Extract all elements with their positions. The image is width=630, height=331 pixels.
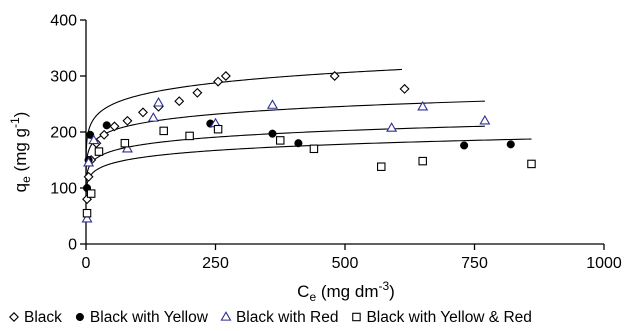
data-point [153, 96, 165, 107]
data-point [460, 141, 469, 150]
data-point [81, 212, 93, 223]
x-tick-label: 0 [82, 255, 91, 272]
data-point [122, 115, 133, 126]
data-point [120, 138, 130, 148]
legend-entry: Black with Yellow & Red [366, 309, 531, 326]
data-point [527, 159, 536, 169]
data-point [174, 96, 185, 107]
data-point [399, 83, 410, 94]
x-axis-title: Ce (mg dm-3) [297, 279, 395, 304]
legend-entry: Black with Red [236, 309, 339, 326]
data-point [309, 144, 319, 154]
data-point [268, 129, 277, 138]
y-axis-title: qe (mg g-1) [8, 112, 33, 193]
x-tick-label: 250 [202, 255, 229, 272]
data-point [479, 114, 491, 125]
fit-curves [85, 68, 532, 194]
x-tick-label: 1000 [586, 255, 622, 272]
fit-curve [85, 68, 403, 157]
axes: 0 100 200 300 400 0 250 500 750 1000 [50, 13, 622, 273]
data-point [386, 122, 398, 132]
data-point [94, 147, 104, 156]
series-black-with-red [81, 96, 491, 223]
data-point [159, 126, 168, 136]
x-tick-label: 750 [461, 255, 488, 272]
data-point [121, 142, 133, 153]
legend-marker [75, 312, 84, 322]
legend-entry: Black [24, 309, 62, 326]
legend-marker [352, 312, 361, 322]
y-tick-label: 0 [68, 237, 77, 254]
data-point [266, 99, 278, 109]
legend-marker [9, 312, 19, 322]
data-point [86, 189, 96, 198]
data-point [88, 134, 100, 145]
data-points [81, 71, 536, 223]
y-tick-label: 100 [50, 181, 77, 198]
data-point [192, 87, 203, 98]
legend-entry: Black with Yellow [90, 309, 209, 326]
svg-text:Ce (mg dm-3): Ce (mg dm-3) [297, 279, 395, 304]
data-point [82, 208, 92, 218]
y-tick-label: 200 [50, 125, 77, 142]
data-point [83, 156, 95, 167]
data-point [99, 129, 110, 140]
data-point [213, 76, 224, 87]
data-point [83, 171, 94, 182]
legend-marker [220, 311, 232, 321]
series-black-with-yellow-red [82, 124, 536, 218]
data-point [185, 131, 194, 141]
data-point [275, 136, 285, 145]
data-point [213, 124, 223, 134]
data-point [102, 121, 111, 130]
y-tick-label: 400 [50, 13, 77, 30]
series-black-with-yellow [82, 119, 515, 193]
y-tick-label: 300 [50, 69, 77, 86]
data-point [418, 156, 427, 166]
data-point [506, 140, 515, 149]
data-point [294, 139, 303, 148]
data-point [220, 71, 231, 81]
data-point [377, 162, 386, 171]
svg-text:qe (mg g-1): qe (mg g-1) [8, 112, 33, 193]
data-point [329, 71, 340, 81]
x-tick-label: 500 [332, 255, 359, 272]
series-black [82, 71, 410, 205]
fit-curve [85, 125, 485, 185]
data-point [417, 100, 429, 111]
legend: Black Black with Yellow Black with Red Blac… [9, 309, 532, 326]
data-point [138, 107, 148, 118]
data-point [147, 112, 159, 122]
fit-curve [85, 138, 532, 194]
data-point [109, 121, 120, 132]
